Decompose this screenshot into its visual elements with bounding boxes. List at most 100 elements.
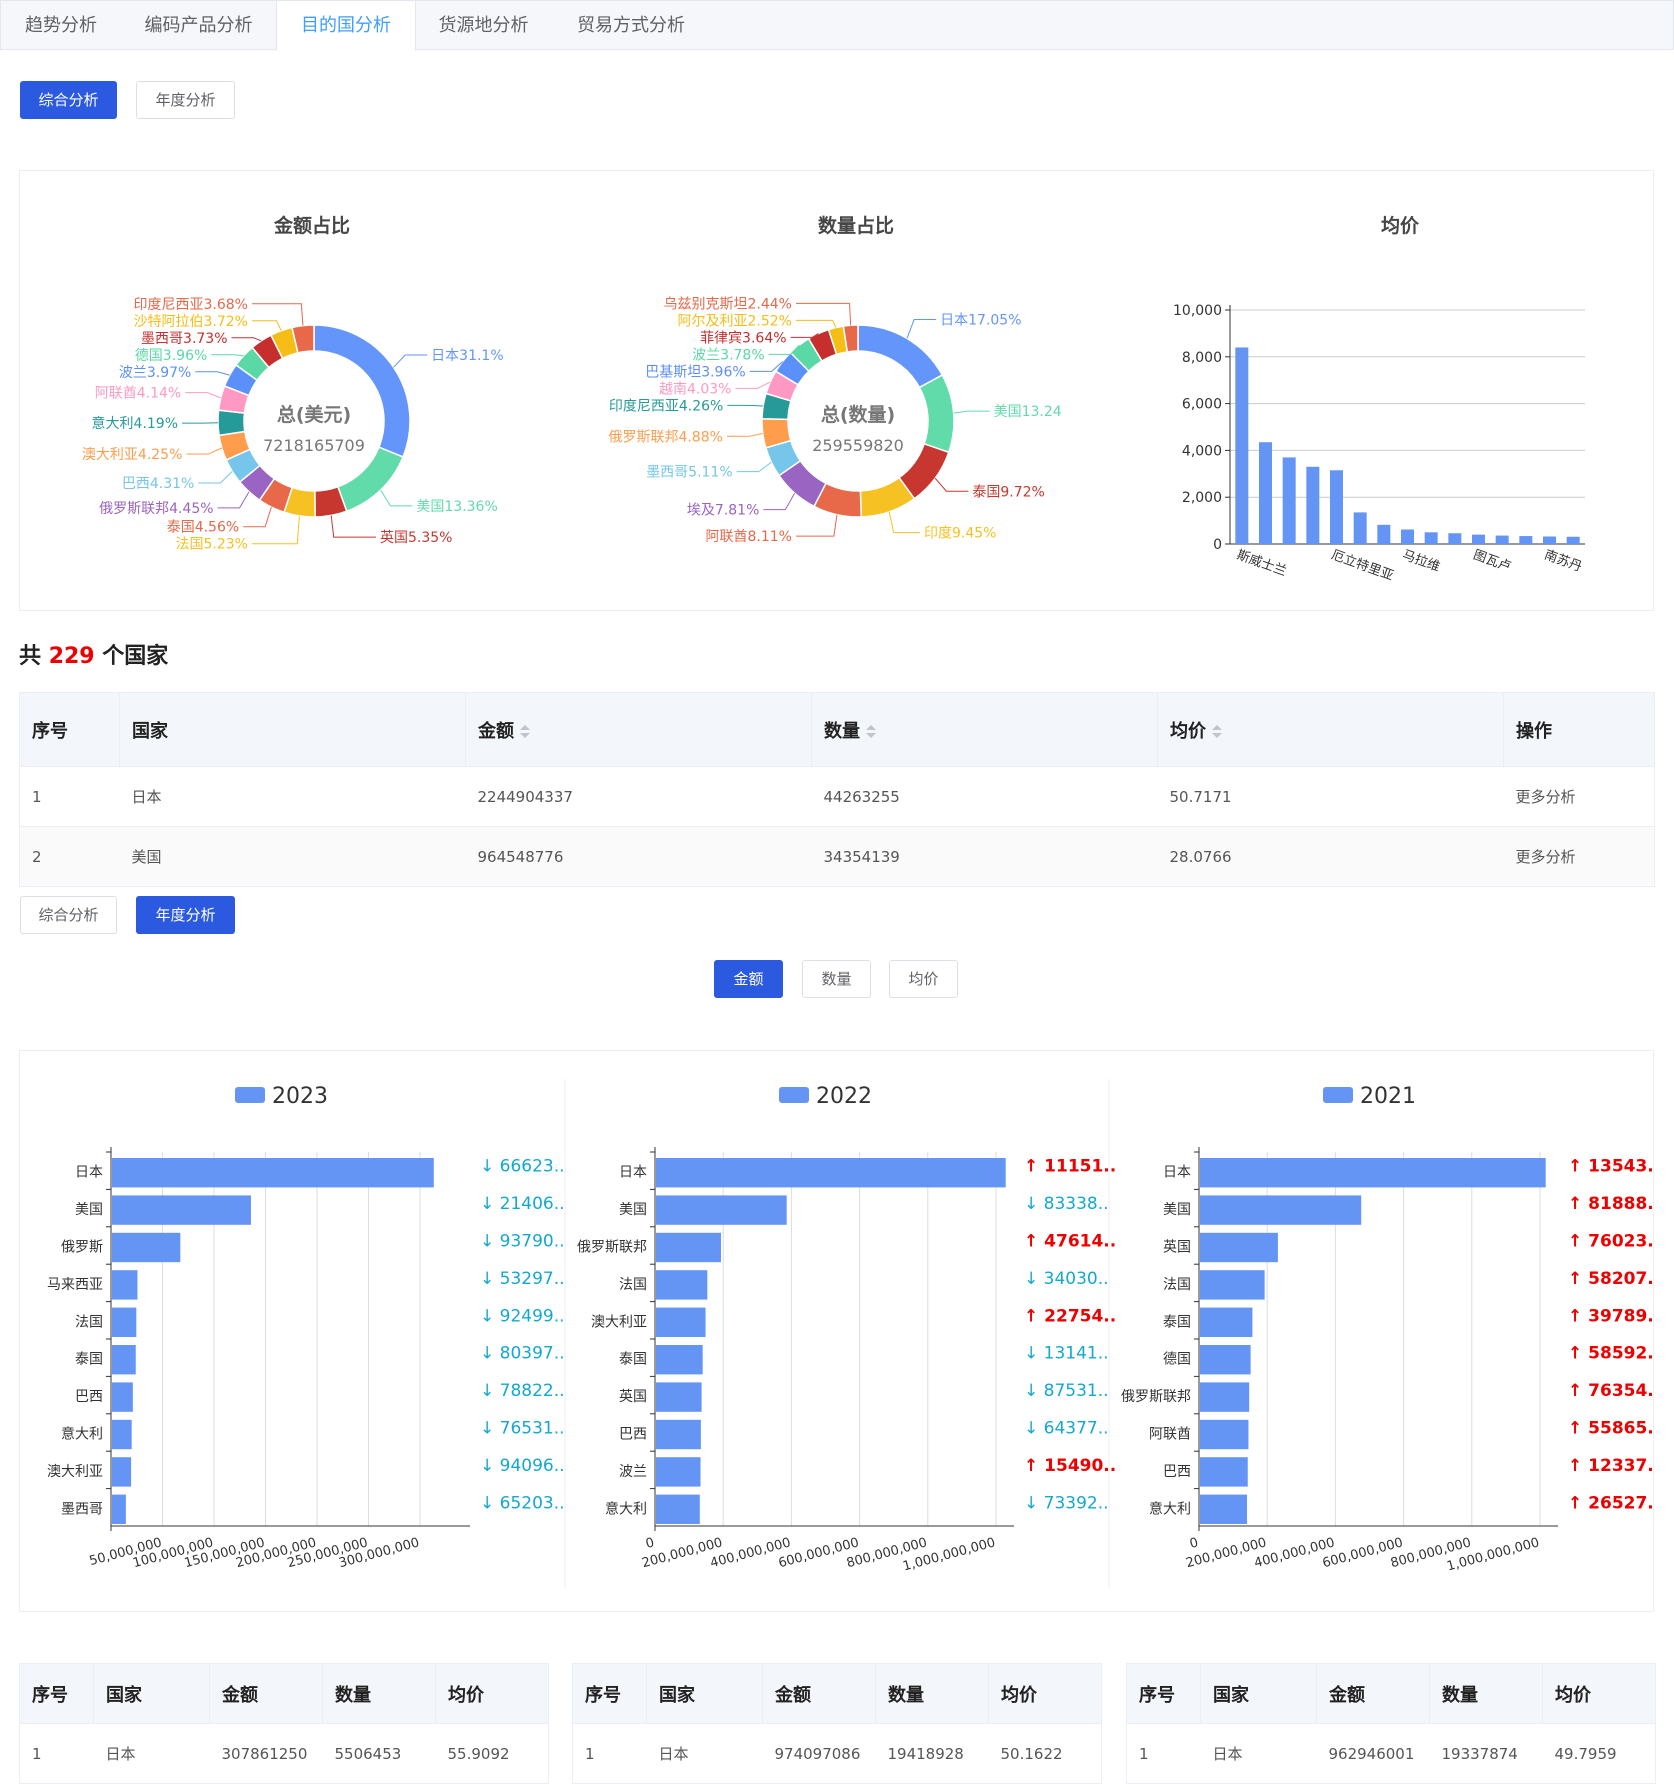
y-tick-label: 泰国 <box>1163 1314 1191 1330</box>
slice-label: 波兰3.78% <box>692 347 764 363</box>
more-analysis-link[interactable]: 更多分析 <box>1504 767 1655 827</box>
col-header-amount[interactable]: 金额 <box>466 693 812 767</box>
slice-label: 泰国4.56% <box>167 520 239 536</box>
metric-avg-button[interactable]: 均价 <box>889 960 958 998</box>
sort-icon[interactable] <box>520 725 530 739</box>
change-down-label: ↓ 87531.. <box>1024 1381 1109 1401</box>
table-cell: 19418928 <box>876 1724 989 1784</box>
col-header-quantity[interactable]: 数量 <box>812 693 1158 767</box>
row-country: 日本 <box>120 767 466 827</box>
country-count: 共 229 个国家 <box>19 638 168 670</box>
col-header: 均价 <box>989 1664 1102 1724</box>
yearly-analysis-button-2[interactable]: 年度分析 <box>136 896 235 934</box>
y-tick-label: 美国 <box>1163 1202 1191 1218</box>
label-line <box>954 411 990 413</box>
change-down-label: ↓ 65203.. <box>480 1493 565 1513</box>
legend-label: 2021 <box>1360 1084 1416 1109</box>
col-header: 金额 <box>763 1664 876 1724</box>
year-2021-chart: 20210200,000,000400,000,000600,000,00080… <box>1121 1084 1655 1574</box>
bar <box>1330 470 1343 544</box>
sort-icon[interactable] <box>866 725 876 739</box>
tab-trend[interactable]: 趋势分析 <box>1 1 121 50</box>
slice-label: 美国13.36% <box>416 499 497 515</box>
slice-label: 法国5.23% <box>176 537 248 553</box>
bar <box>1200 1308 1252 1337</box>
y-tick-label: 俄罗斯联邦 <box>577 1240 647 1256</box>
bar <box>1543 537 1556 544</box>
change-down-label: ↓ 78822.. <box>480 1381 565 1401</box>
y-tick-label: 俄罗斯 <box>61 1240 103 1256</box>
quantity-header-label: 数量 <box>824 721 860 742</box>
col-header-index: 序号 <box>20 693 120 767</box>
col-header-avg[interactable]: 均价 <box>1158 693 1504 767</box>
tab-trade-mode[interactable]: 贸易方式分析 <box>551 1 711 50</box>
row-amount: 2244904337 <box>466 767 812 827</box>
col-header: 序号 <box>1127 1664 1201 1724</box>
country-count-suffix: 个国家 <box>102 644 168 669</box>
label-line <box>907 320 936 339</box>
y-tick-label: 美国 <box>75 1202 103 1218</box>
row-index: 2 <box>20 827 120 887</box>
bar <box>112 1158 434 1187</box>
label-line <box>796 515 837 536</box>
label-line <box>211 355 243 356</box>
bar <box>1200 1382 1249 1411</box>
year-2023-chart: 202350,000,000100,000,000150,000,000200,… <box>47 1084 565 1571</box>
summary-analysis-button-2[interactable]: 综合分析 <box>20 896 117 934</box>
summary-analysis-button[interactable]: 综合分析 <box>20 81 117 119</box>
slice-label: 沙特阿拉伯3.72% <box>134 314 248 330</box>
y-tick-label: 德国 <box>1163 1352 1191 1368</box>
bar <box>112 1233 180 1262</box>
change-down-label: ↓ 34030.. <box>1024 1269 1109 1289</box>
table-cell: 1 <box>20 1724 94 1784</box>
bar <box>112 1308 136 1337</box>
y-tick-label: 巴西 <box>619 1427 647 1443</box>
slice-label: 英国5.35% <box>380 529 452 546</box>
bar <box>112 1420 132 1449</box>
yearly-analysis-button[interactable]: 年度分析 <box>136 81 235 119</box>
row-quantity: 44263255 <box>812 767 1158 827</box>
bar <box>1283 457 1296 544</box>
y-tick-label: 澳大利亚 <box>591 1314 647 1330</box>
metric-amount-button[interactable]: 金额 <box>714 960 783 998</box>
row-avg: 28.0766 <box>1158 827 1504 887</box>
change-up-label: ↑ 47614.. <box>1024 1232 1116 1252</box>
table-header-row: 序号国家金额数量均价 <box>1127 1664 1656 1724</box>
y-tick-label: 美国 <box>619 1202 647 1218</box>
tab-hs-product[interactable]: 编码产品分析 <box>121 1 276 50</box>
y-tick-label: 英国 <box>1163 1239 1191 1256</box>
bar <box>1377 525 1390 544</box>
y-tick-label: 巴西 <box>1163 1464 1191 1480</box>
slice-label: 意大利4.19% <box>92 415 178 432</box>
y-tick-label: 意大利 <box>61 1426 103 1443</box>
col-header: 序号 <box>573 1664 647 1724</box>
label-line <box>186 448 221 454</box>
slice-label: 俄罗斯联邦4.88% <box>608 429 722 445</box>
y-tick-label: 俄罗斯联邦 <box>1121 1389 1191 1405</box>
col-header: 数量 <box>876 1664 989 1724</box>
y-tick-label: 英国 <box>619 1388 647 1405</box>
bar <box>656 1420 701 1449</box>
y-tick-label: 澳大利亚 <box>47 1464 103 1480</box>
metric-quantity-button[interactable]: 数量 <box>802 960 871 998</box>
label-line <box>218 492 249 508</box>
change-up-label: ↑ 81888.. <box>1568 1194 1655 1214</box>
tab-origin[interactable]: 货源地分析 <box>416 1 551 50</box>
y-tick-label: 法国 <box>619 1277 647 1293</box>
col-header: 数量 <box>1430 1664 1543 1724</box>
more-analysis-link[interactable]: 更多分析 <box>1504 827 1655 887</box>
col-header: 序号 <box>20 1664 94 1724</box>
bar <box>656 1382 702 1411</box>
tab-destination[interactable]: 目的国分析 <box>276 1 416 51</box>
bar <box>656 1270 707 1299</box>
slice-label: 墨西哥5.11% <box>646 465 732 481</box>
table-row: 1 日本 2244904337 44263255 50.7171 更多分析 <box>20 767 1655 827</box>
table-cell: 50.1622 <box>989 1724 1102 1784</box>
sort-icon[interactable] <box>1212 725 1222 739</box>
y-tick-label: 泰国 <box>75 1352 103 1368</box>
bar <box>1200 1345 1251 1374</box>
slice-label: 日本31.1% <box>431 348 503 364</box>
x-tick-label: 马拉维 <box>1400 548 1442 575</box>
